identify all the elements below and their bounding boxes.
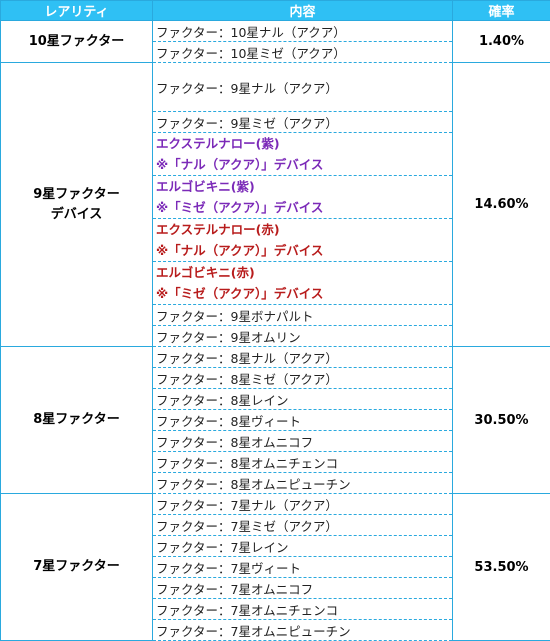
content-item: ファクター：8星ナル（アクア）: [153, 347, 453, 368]
item-text: ファクター：7星オムニチェンコ: [156, 600, 449, 619]
content-item: エクステルナロー(赤)※「ナル（アクア）」デバイス: [153, 219, 453, 262]
content-item: ファクター：7星ヴィート: [153, 557, 453, 578]
header-rarity: レアリティ: [1, 1, 153, 21]
item-text: エクステルナロー(赤): [156, 219, 449, 240]
table-body: 10星ファクターファクター：10星ナル（アクア）1.40%ファクター：10星ミゼ…: [1, 21, 550, 641]
item-text: エクステルナロー(紫): [156, 133, 449, 154]
item-text: ファクター：7星レイン: [156, 537, 449, 556]
content-item: ファクター：8星ミゼ（アクア）: [153, 368, 453, 389]
content-item: ファクター：7星レイン: [153, 536, 453, 557]
table-row: 9星ファクターデバイスファクター：9星ナル（アクア）14.60%: [1, 63, 550, 112]
content-item: エルゴビキニ(赤)※「ミゼ（アクア）」デバイス: [153, 262, 453, 305]
rarity-cell: 8星ファクター: [1, 347, 153, 494]
item-text: ファクター：9星ミゼ（アクア）: [156, 113, 449, 132]
item-text: ファクター：7星ヴィート: [156, 558, 449, 577]
item-text: ファクター：9星オムリン: [156, 327, 449, 346]
item-text: ※「ミゼ（アクア）」デバイス: [156, 283, 449, 304]
rarity-label: 7星ファクター: [4, 557, 149, 577]
content-item: ファクター：9星ボナパルト: [153, 305, 453, 326]
rarity-label: 8星ファクター: [4, 410, 149, 430]
rarity-label: デバイス: [4, 205, 149, 225]
item-text: エルゴビキニ(紫): [156, 176, 449, 197]
item-text: ファクター：10星ナル（アクア）: [156, 22, 449, 41]
header-rate: 確率: [453, 1, 550, 21]
content-item: ファクター：8星ヴィート: [153, 410, 453, 431]
header-content: 内容: [153, 1, 453, 21]
rate-cell: 1.40%: [453, 21, 550, 63]
item-text: ファクター：7星オムニピューチン: [156, 621, 449, 640]
content-item: ファクター：7星ナル（アクア）: [153, 494, 453, 515]
item-text: ファクター：8星ナル（アクア）: [156, 348, 449, 367]
rate-cell: 14.60%: [453, 63, 550, 347]
rate-cell: 53.50%: [453, 494, 550, 641]
content-item: ファクター：9星ナル（アクア）: [153, 63, 453, 112]
item-text: ファクター：7星オムニコフ: [156, 579, 449, 598]
table-row: 10星ファクターファクター：10星ナル（アクア）1.40%: [1, 21, 550, 42]
content-item: ファクター：8星オムニチェンコ: [153, 452, 453, 473]
item-text: ファクター：8星オムニピューチン: [156, 474, 449, 493]
item-text: ※「ナル（アクア）」デバイス: [156, 240, 449, 261]
content-item: ファクター：7星オムニチェンコ: [153, 599, 453, 620]
content-item: ファクター：10星ミゼ（アクア）: [153, 42, 453, 63]
content-item: ファクター：8星オムニコフ: [153, 431, 453, 452]
rarity-label: 10星ファクター: [4, 32, 149, 52]
content-item: ファクター：7星ミゼ（アクア）: [153, 515, 453, 536]
rarity-cell: 10星ファクター: [1, 21, 153, 63]
content-item: ファクター：9星ミゼ（アクア）: [153, 112, 453, 133]
item-text: ファクター：8星ミゼ（アクア）: [156, 369, 449, 388]
rarity-cell: 7星ファクター: [1, 494, 153, 641]
content-item: ファクター：8星レイン: [153, 389, 453, 410]
content-item: ファクター：7星オムニピューチン: [153, 620, 453, 641]
item-text: ファクター：8星オムニコフ: [156, 432, 449, 451]
item-text: ファクター：7星ミゼ（アクア）: [156, 516, 449, 535]
content-item: エクステルナロー(紫)※「ナル（アクア）」デバイス: [153, 133, 453, 176]
item-text: ファクター：8星オムニチェンコ: [156, 453, 449, 472]
item-text: ファクター：8星ヴィート: [156, 411, 449, 430]
content-item: エルゴビキニ(紫)※「ミゼ（アクア）」デバイス: [153, 176, 453, 219]
item-text: ファクター：7星ナル（アクア）: [156, 495, 449, 514]
content-item: ファクター：7星オムニコフ: [153, 578, 453, 599]
table-row: 7星ファクターファクター：7星ナル（アクア）53.50%: [1, 494, 550, 515]
item-text: ファクター：10星ミゼ（アクア）: [156, 43, 449, 62]
item-text: ※「ナル（アクア）」デバイス: [156, 154, 449, 175]
item-text: エルゴビキニ(赤): [156, 262, 449, 283]
rarity-label: 9星ファクター: [4, 185, 149, 205]
item-text: ファクター：8星レイン: [156, 390, 449, 409]
rate-cell: 30.50%: [453, 347, 550, 494]
item-text: ※「ミゼ（アクア）」デバイス: [156, 197, 449, 218]
table-row: 8星ファクターファクター：8星ナル（アクア）30.50%: [1, 347, 550, 368]
item-text: ファクター：9星ボナパルト: [156, 306, 449, 325]
item-text: ファクター：9星ナル（アクア）: [156, 78, 449, 97]
rarity-cell: 9星ファクターデバイス: [1, 63, 153, 347]
content-item: ファクター：10星ナル（アクア）: [153, 21, 453, 42]
content-item: ファクター：9星オムリン: [153, 326, 453, 347]
header-row: レアリティ 内容 確率: [1, 1, 550, 21]
content-item: ファクター：8星オムニピューチン: [153, 473, 453, 494]
